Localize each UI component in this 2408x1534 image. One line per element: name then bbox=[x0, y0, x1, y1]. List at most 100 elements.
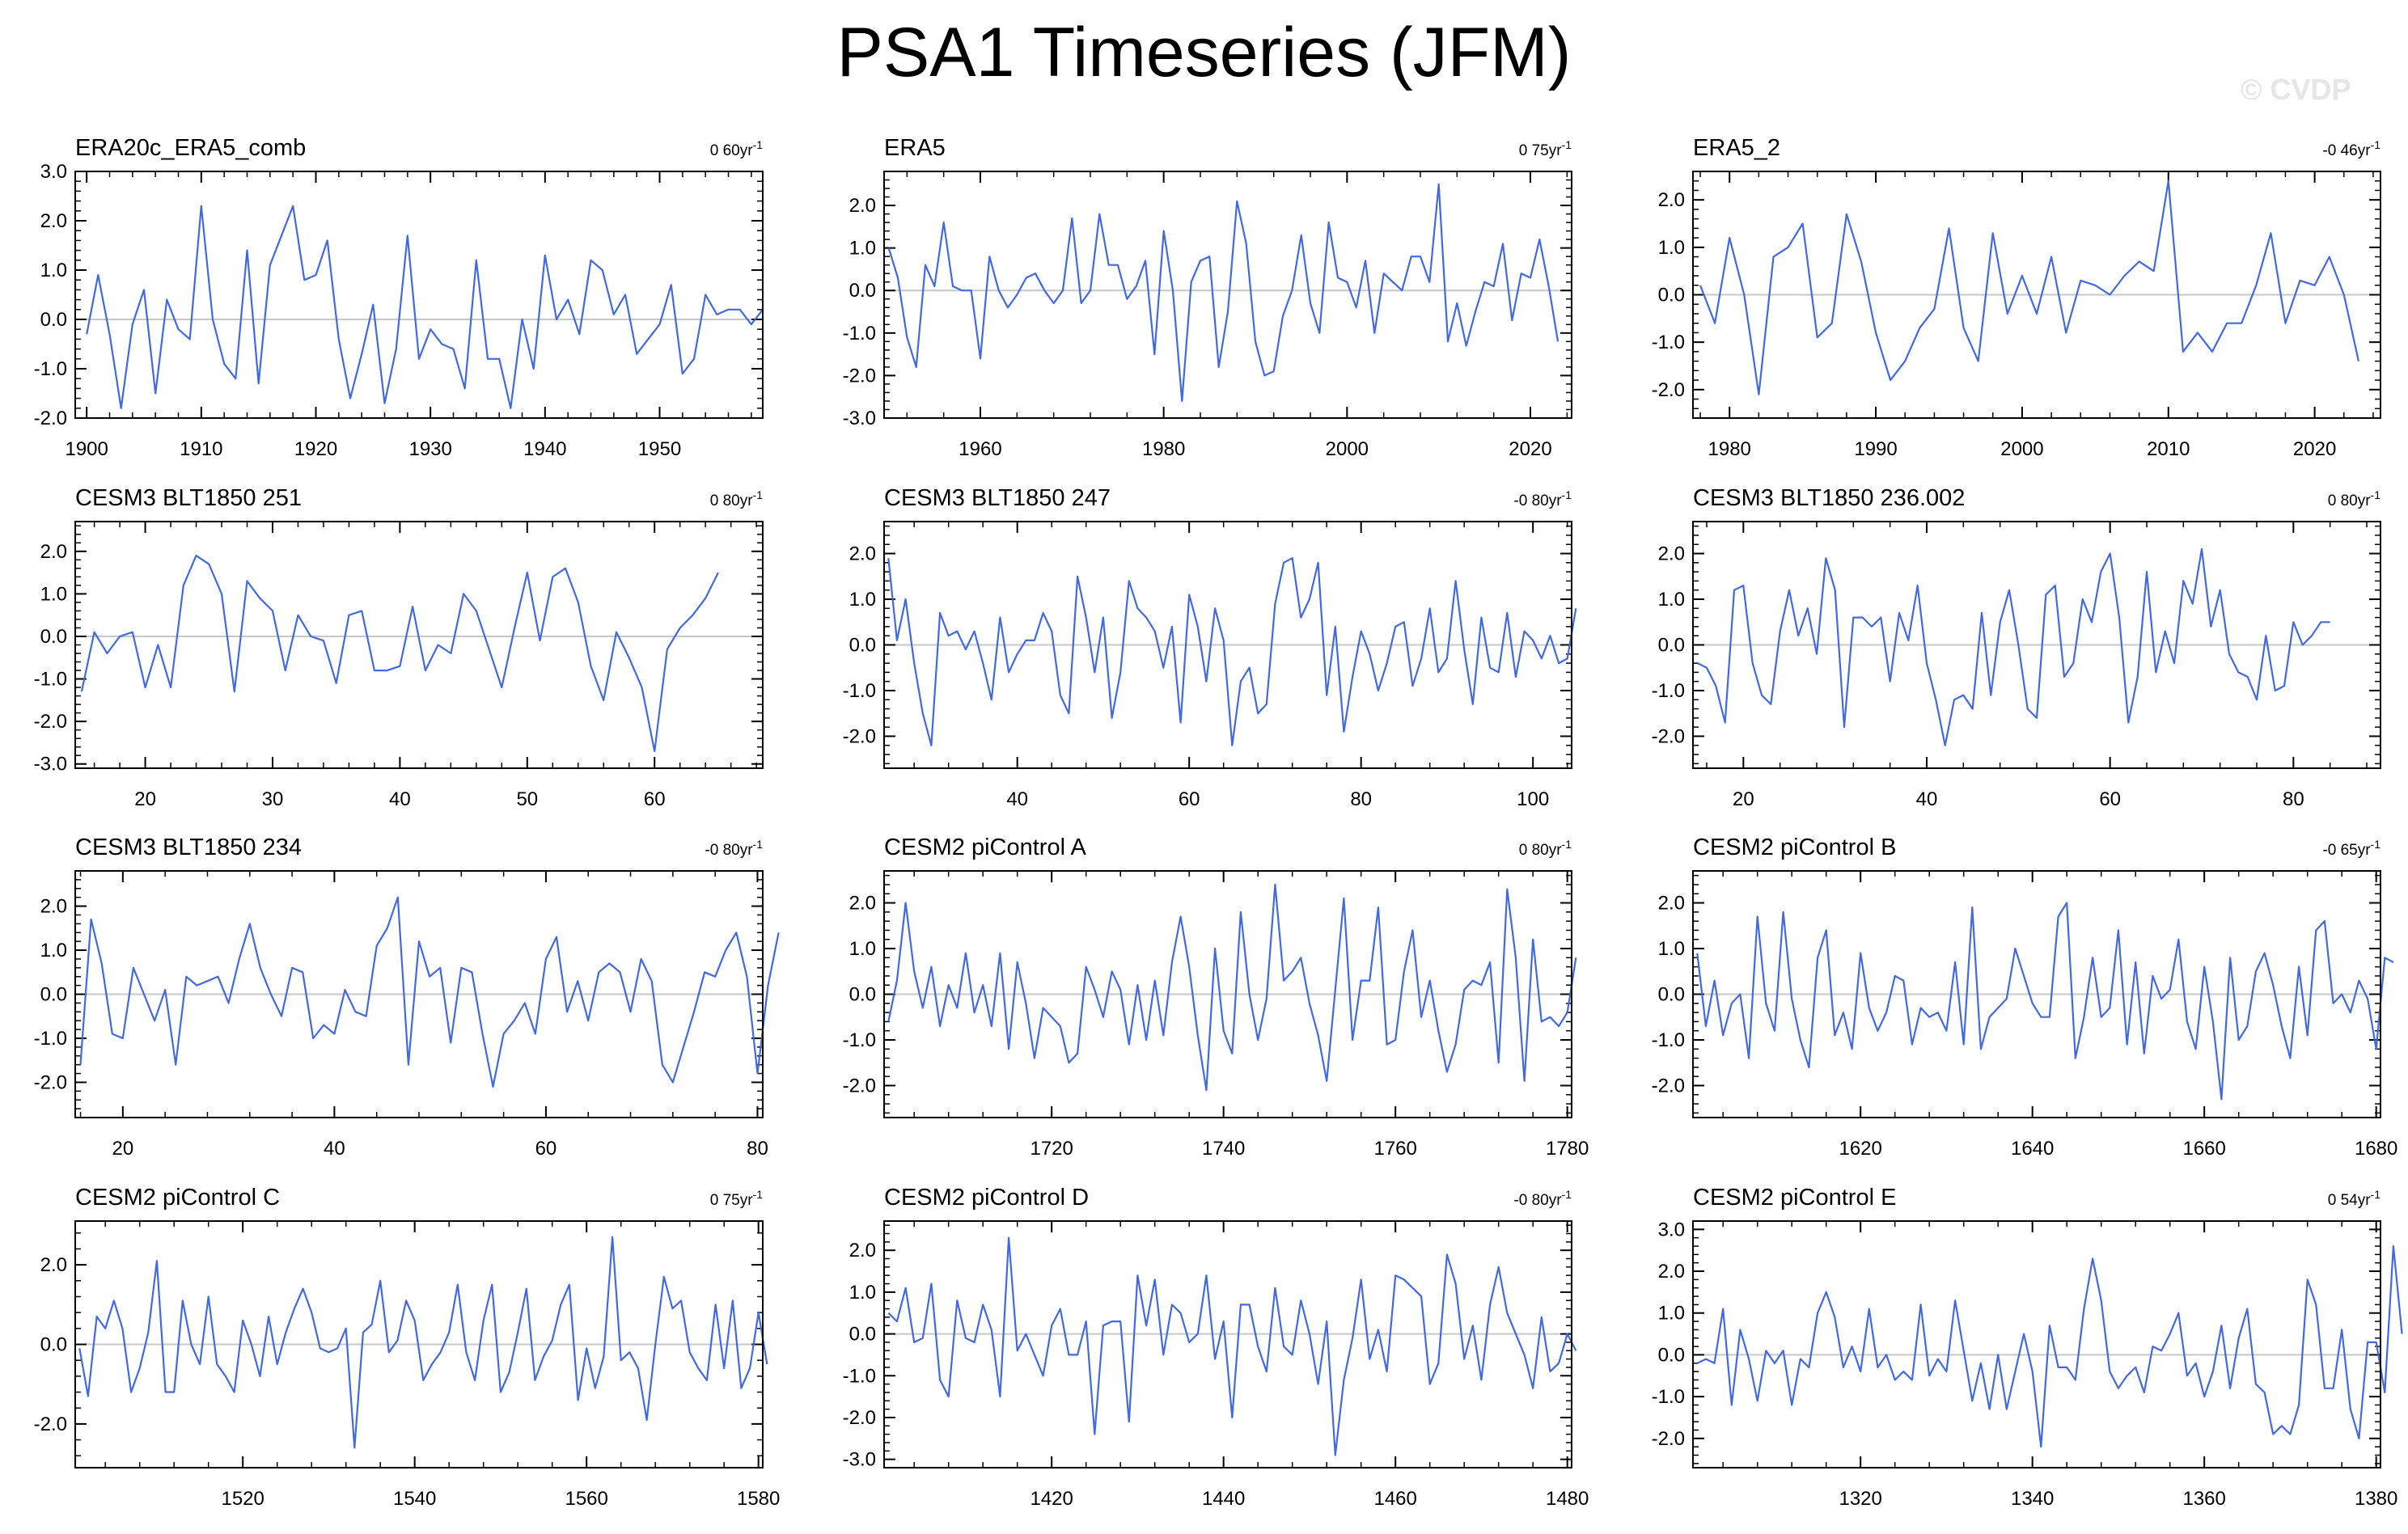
y-tick-label: 0.0 bbox=[1658, 1344, 1685, 1366]
y-tick-label: 2.0 bbox=[849, 1240, 876, 1261]
x-tick-label: 1740 bbox=[1202, 1138, 1245, 1160]
y-tick-label: 2.0 bbox=[40, 541, 67, 563]
y-tick-label: 1.0 bbox=[1658, 589, 1685, 611]
y-tick-label: 0.0 bbox=[1658, 635, 1685, 657]
x-tick-label: 60 bbox=[1179, 788, 1200, 810]
plot-frame bbox=[883, 171, 1572, 419]
y-tick-label: 0.0 bbox=[1658, 984, 1685, 1006]
plot-frame bbox=[74, 1220, 764, 1468]
series-line bbox=[78, 1236, 768, 1449]
x-tick-label: 1460 bbox=[1373, 1488, 1416, 1510]
x-tick-label: 1340 bbox=[2011, 1488, 2054, 1510]
x-tick-label: 1520 bbox=[221, 1488, 264, 1510]
panel-title: ERA5_2 bbox=[1693, 135, 1780, 161]
y-tick-label: 3.0 bbox=[40, 161, 67, 183]
y-tick-label: 0.0 bbox=[849, 1324, 876, 1346]
x-tick-label: 80 bbox=[2283, 788, 2304, 810]
x-tick-label: 1990 bbox=[1854, 438, 1897, 460]
panel-title: CESM2 piControl E bbox=[1693, 1185, 1896, 1211]
y-tick-label: 0.0 bbox=[849, 635, 876, 657]
trend-label: -0 65yr-1 bbox=[2322, 838, 2380, 859]
plot-frame bbox=[74, 171, 764, 419]
series-line bbox=[1699, 180, 2359, 395]
x-tick-label: 30 bbox=[262, 788, 284, 810]
panel-title: CESM3 BLT1850 251 bbox=[75, 485, 302, 511]
chart-panel: CESM2 piControl E 0 54yr-1 -2.0 -1.0 0.0 1.0 2… bbox=[1652, 1185, 2403, 1510]
y-tick-label: -2.0 bbox=[843, 365, 876, 387]
x-tick-label: 1900 bbox=[65, 438, 108, 460]
chart-panel: CESM3 BLT1850 247 -0 80yr-1 -2.0 -1.0 0.0 1.0… bbox=[843, 485, 1577, 810]
plot-frame bbox=[1692, 1220, 2381, 1468]
y-tick-label: -1.0 bbox=[34, 358, 67, 380]
x-tick-label: 60 bbox=[535, 1138, 557, 1160]
chart-panel: CESM2 piControl C 0 75yr-1 -2.0 0.0 2.0 1520 1… bbox=[34, 1185, 781, 1510]
x-tick-label: 50 bbox=[516, 788, 538, 810]
x-tick-label: 40 bbox=[389, 788, 411, 810]
y-tick-label: -2.0 bbox=[34, 408, 67, 429]
trend-label: -0 80yr-1 bbox=[1513, 1188, 1572, 1209]
chart-panel: ERA5_2 -0 46yr-1 -2.0 -1.0 0.0 1.0 2.0 1980 1990… bbox=[1652, 135, 2381, 460]
series-line bbox=[1696, 902, 2394, 1101]
y-tick-label: 2.0 bbox=[40, 210, 67, 232]
series-line bbox=[86, 205, 764, 409]
y-tick-label: 1.0 bbox=[40, 583, 67, 605]
series-line bbox=[887, 1236, 1577, 1456]
y-tick-label: 3.0 bbox=[1658, 1219, 1685, 1240]
panel-title: CESM3 BLT1850 236.002 bbox=[1693, 485, 1965, 511]
x-tick-label: 60 bbox=[2099, 788, 2121, 810]
x-tick-label: 20 bbox=[112, 1138, 133, 1160]
trend-label: 0 75yr-1 bbox=[710, 1188, 763, 1209]
x-tick-label: 1440 bbox=[1202, 1488, 1245, 1510]
y-tick-label: -2.0 bbox=[1652, 1428, 1685, 1450]
x-tick-label: 20 bbox=[134, 788, 156, 810]
trend-label: 0 80yr-1 bbox=[1519, 838, 1572, 859]
x-tick-label: 1420 bbox=[1030, 1488, 1073, 1510]
panel-title: ERA20c_ERA5_comb bbox=[75, 135, 306, 161]
y-tick-label: -1.0 bbox=[843, 1029, 876, 1051]
y-tick-label: 1.0 bbox=[849, 938, 876, 960]
chart-panel: CESM2 piControl D -0 80yr-1 -3.0 -2.0 -1.0 0.… bbox=[843, 1185, 1589, 1510]
y-tick-label: -1.0 bbox=[843, 323, 876, 344]
y-tick-label: -1.0 bbox=[34, 1028, 67, 1050]
x-tick-label: 1380 bbox=[2355, 1488, 2397, 1510]
y-tick-label: -2.0 bbox=[1652, 379, 1685, 401]
y-tick-label: 0.0 bbox=[849, 280, 876, 302]
x-tick-label: 1910 bbox=[180, 438, 222, 460]
y-tick-label: 0.0 bbox=[1658, 285, 1685, 306]
trend-label: 0 80yr-1 bbox=[710, 488, 763, 509]
series-line bbox=[79, 896, 780, 1088]
panel-title: CESM2 piControl A bbox=[884, 835, 1086, 860]
y-tick-label: 2.0 bbox=[1658, 1261, 1685, 1283]
y-tick-label: 1.0 bbox=[1658, 1303, 1685, 1325]
x-tick-label: 1960 bbox=[959, 438, 1001, 460]
x-tick-label: 1580 bbox=[737, 1488, 780, 1510]
x-tick-label: 1980 bbox=[1708, 438, 1751, 460]
y-tick-label: -1.0 bbox=[843, 1365, 876, 1387]
trend-label: -0 80yr-1 bbox=[705, 838, 763, 859]
y-tick-label: -2.0 bbox=[843, 725, 876, 747]
panel-title: CESM2 piControl D bbox=[884, 1185, 1089, 1211]
plot-frame bbox=[74, 870, 764, 1118]
y-tick-label: -1.0 bbox=[1652, 332, 1685, 353]
x-tick-label: 80 bbox=[1350, 788, 1372, 810]
y-tick-label: -3.0 bbox=[843, 408, 876, 429]
panel-title: ERA5 bbox=[884, 135, 946, 161]
series-line bbox=[887, 557, 1577, 746]
y-tick-label: 1.0 bbox=[40, 940, 67, 961]
y-tick-label: -2.0 bbox=[34, 1414, 67, 1435]
y-tick-label: 0.0 bbox=[40, 626, 67, 648]
x-tick-label: 1940 bbox=[523, 438, 566, 460]
y-tick-label: 1.0 bbox=[849, 589, 876, 611]
page-title: PSA1 Timeseries (JFM) bbox=[836, 14, 1572, 91]
x-tick-label: 1320 bbox=[1839, 1488, 1881, 1510]
series-line bbox=[1696, 1245, 2403, 1448]
y-tick-label: -3.0 bbox=[843, 1449, 876, 1471]
x-tick-label: 1920 bbox=[294, 438, 337, 460]
plot-frame bbox=[1692, 870, 2381, 1118]
x-tick-label: 2020 bbox=[2293, 438, 2336, 460]
x-tick-label: 1720 bbox=[1030, 1138, 1073, 1160]
x-tick-label: 40 bbox=[1006, 788, 1028, 810]
y-tick-label: 1.0 bbox=[1658, 938, 1685, 960]
x-tick-label: 1950 bbox=[638, 438, 681, 460]
plot-frame bbox=[1692, 521, 2381, 769]
